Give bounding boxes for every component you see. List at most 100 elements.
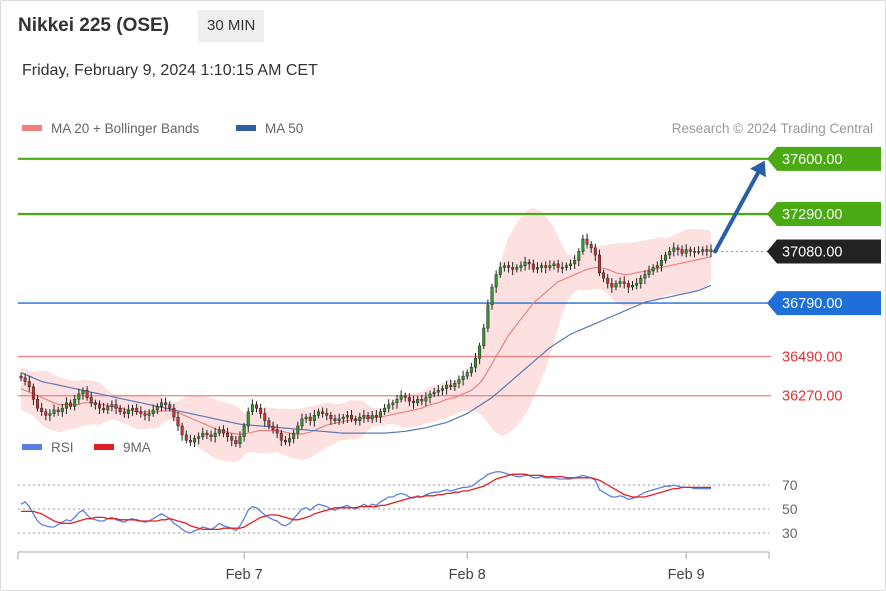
rsi-legend-swatch <box>22 444 42 450</box>
candle-body-67 <box>296 425 300 434</box>
candle-body-62 <box>275 429 279 434</box>
candle-body-22 <box>110 404 114 407</box>
candle-body-135 <box>577 251 581 261</box>
candle-body-64 <box>283 440 287 443</box>
candle-body-105 <box>453 383 457 388</box>
level-label-3: 36790.00 <box>782 296 842 312</box>
candle-body-65 <box>288 438 292 443</box>
candle-body-142 <box>606 277 610 284</box>
candle-body-78 <box>341 416 345 420</box>
level-tags: 37600.00 37290.00 37080.00 36790.00 36490.00… <box>767 146 881 405</box>
price-levels <box>18 157 771 397</box>
candle-body-58 <box>259 407 263 414</box>
candle-body-144 <box>614 283 618 288</box>
candle-body-112 <box>482 327 486 347</box>
candle-body-46 <box>209 434 213 437</box>
candle-body-19 <box>98 404 101 409</box>
candle-body-29 <box>139 411 143 414</box>
level-tag-3 <box>767 291 881 316</box>
candle-body-129 <box>552 263 556 266</box>
candle-body-143 <box>610 283 614 288</box>
candle-body-72 <box>317 411 320 416</box>
candle-body-5 <box>40 407 44 412</box>
candle-body-50 <box>226 432 230 437</box>
level-tag-1 <box>767 202 881 227</box>
instrument-title: Nikkei 225 (OSE) <box>18 15 170 36</box>
candle-body-24 <box>118 407 122 412</box>
candle-body-25 <box>122 411 126 414</box>
candle-body-34 <box>159 402 163 407</box>
candle-body-33 <box>155 406 159 411</box>
candle-body-131 <box>560 267 564 269</box>
candle-body-127 <box>544 265 548 268</box>
candle-body-71 <box>312 415 316 421</box>
candle-body-7 <box>48 413 52 416</box>
candle-body-48 <box>217 429 221 434</box>
candle-body-21 <box>106 406 110 411</box>
candle-body-70 <box>308 416 312 421</box>
candle-body-162 <box>688 249 692 252</box>
candle-body-3 <box>31 386 35 400</box>
candle-body-82 <box>358 416 362 421</box>
candle-body-56 <box>250 404 254 412</box>
candle-body-42 <box>193 438 197 443</box>
candle-body-116 <box>498 267 502 275</box>
rsi-gridlines: 30 50 70 <box>18 477 798 541</box>
candle-body-107 <box>461 375 465 380</box>
candle-body-39 <box>180 425 184 436</box>
candle-body-114 <box>490 286 494 306</box>
x-tick-label-0: Feb 7 <box>226 567 263 583</box>
candle-body-35 <box>164 402 168 405</box>
candle-body-137 <box>585 238 589 245</box>
candle-body-155 <box>659 260 663 266</box>
candle-body-94 <box>407 397 411 402</box>
candle-body-26 <box>126 409 130 414</box>
candle-body-20 <box>102 407 106 411</box>
candle-body-148 <box>631 285 634 288</box>
candle-body-95 <box>412 400 415 404</box>
ma50-legend-swatch <box>236 125 256 131</box>
candle-body-1 <box>23 377 27 382</box>
candle-body-119 <box>511 267 515 270</box>
candle-body-57 <box>255 404 258 409</box>
candle-body-41 <box>188 440 192 443</box>
candle-body-74 <box>325 413 329 416</box>
candle-body-158 <box>672 247 676 252</box>
ma50-legend-label: MA 50 <box>265 121 303 136</box>
candle-body-30 <box>143 413 147 416</box>
candle-body-167 <box>709 249 713 252</box>
level-label-5: 36270.00 <box>782 389 842 405</box>
candle-body-150 <box>639 277 643 284</box>
candle-body-132 <box>564 265 568 268</box>
candle-body-18 <box>93 402 97 405</box>
candle-body-120 <box>515 267 519 270</box>
candle-body-11 <box>64 402 68 409</box>
candle-body-0 <box>19 375 23 379</box>
level-tag-2 <box>767 239 881 264</box>
candle-body-47 <box>213 432 217 437</box>
candle-body-102 <box>440 388 444 391</box>
candle-body-76 <box>333 418 337 421</box>
candle-body-125 <box>535 267 539 270</box>
candle-body-44 <box>201 432 205 437</box>
projection-arrow <box>713 170 761 254</box>
candle-body-121 <box>519 265 523 268</box>
candle-body-138 <box>589 244 593 249</box>
candle-body-157 <box>668 251 672 256</box>
candle-body-133 <box>569 263 573 266</box>
x-tick-label-1: Feb 8 <box>449 567 486 583</box>
candle-body-126 <box>540 265 544 268</box>
timeframe-badge[interactable]: 30 MIN <box>198 10 265 42</box>
candle-body-152 <box>647 270 651 275</box>
candle-body-28 <box>135 407 139 412</box>
candle-body-68 <box>300 418 304 427</box>
candle-body-87 <box>378 411 382 418</box>
candle-body-115 <box>494 274 498 288</box>
projection-arrowhead <box>750 160 766 178</box>
candle-body-15 <box>81 390 85 395</box>
candle-body-54 <box>242 425 246 437</box>
bollinger-band <box>21 208 711 462</box>
candle-body-96 <box>416 399 420 404</box>
candle-body-123 <box>527 261 531 265</box>
candle-body-69 <box>304 416 308 420</box>
